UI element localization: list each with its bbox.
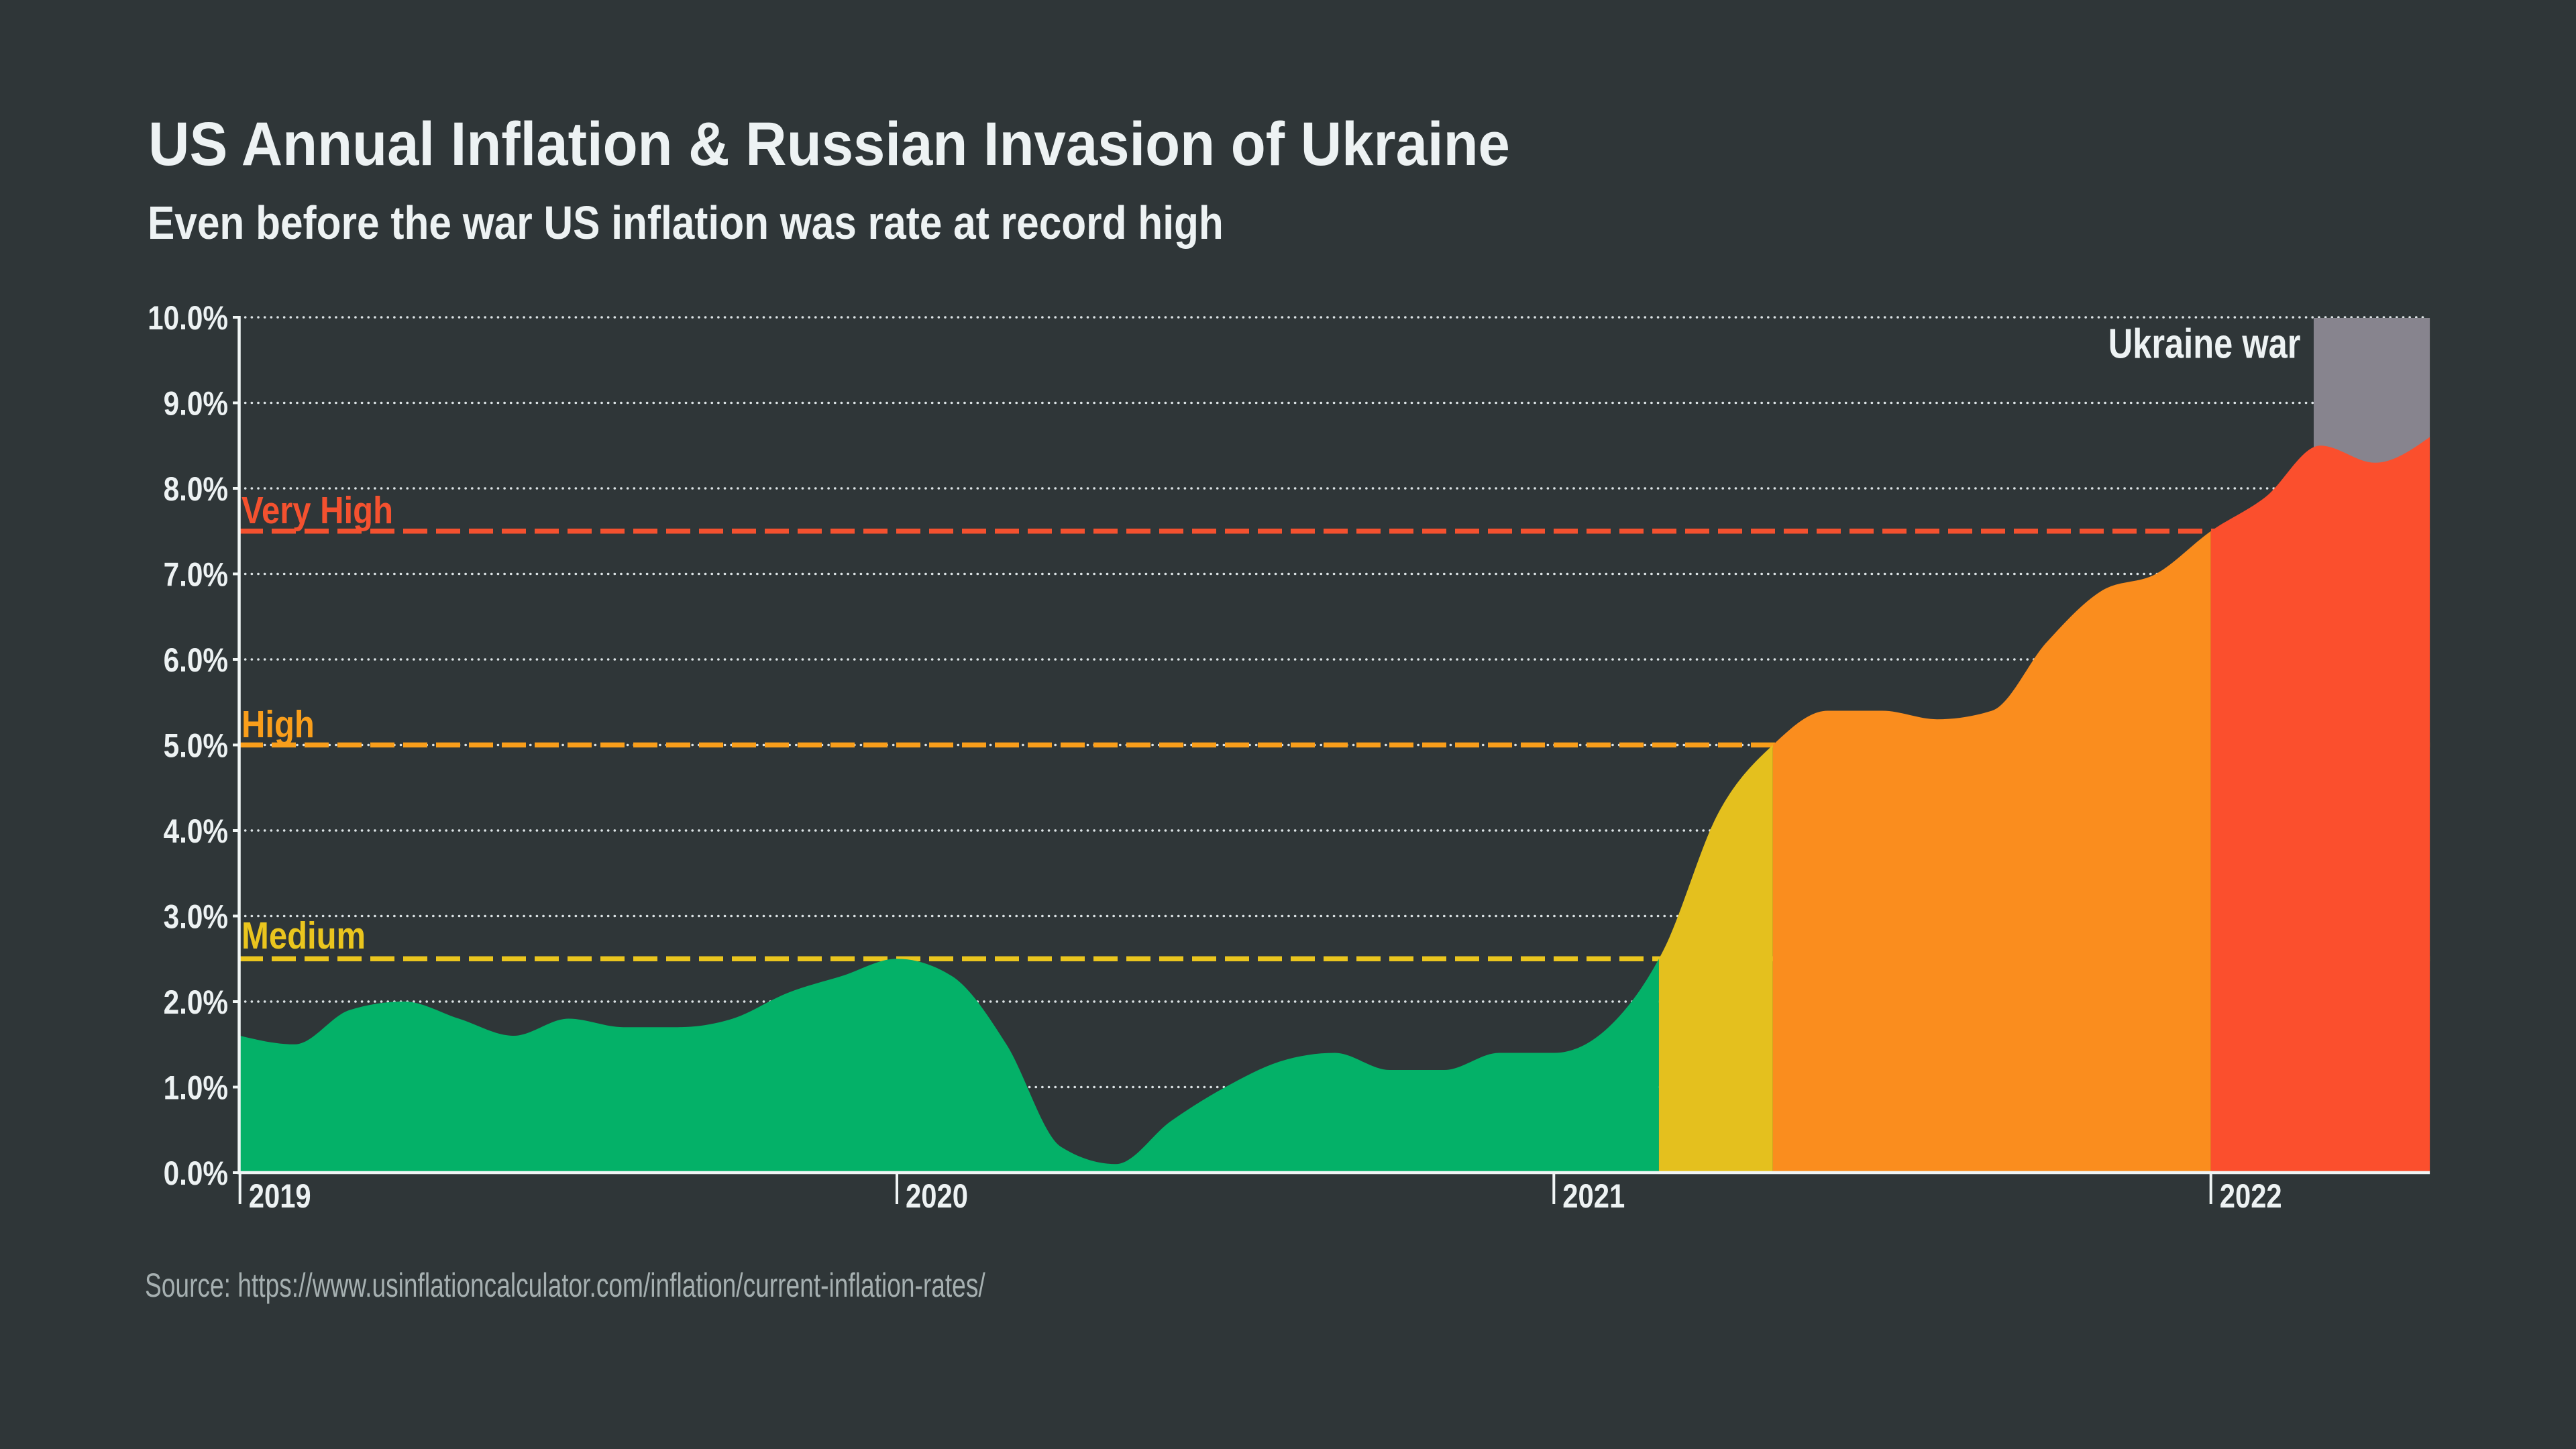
svg-text:8.0%: 8.0% [164,470,228,508]
svg-text:6.0%: 6.0% [164,641,228,679]
svg-text:3.0%: 3.0% [164,898,228,935]
svg-text:Ukraine war: Ukraine war [2108,320,2301,366]
svg-text:2020: 2020 [906,1177,968,1214]
svg-text:7.0%: 7.0% [164,555,228,593]
svg-text:10.0%: 10.0% [148,299,228,337]
svg-text:0.0%: 0.0% [164,1155,228,1192]
svg-text:Very High: Very High [241,489,393,531]
svg-text:1.0%: 1.0% [164,1069,228,1106]
svg-text:9.0%: 9.0% [164,384,228,422]
svg-text:Even before the war US inflati: Even before the war US inflation was rat… [148,197,1224,249]
svg-text:2019: 2019 [249,1177,311,1214]
svg-text:Source: https://www.usinflatio: Source: https://www.usinflationcalculato… [145,1267,985,1305]
svg-text:High: High [241,704,315,746]
svg-text:Medium: Medium [241,915,366,957]
svg-text:US Annual Inflation & Russian: US Annual Inflation & Russian Invasion o… [148,109,1510,178]
svg-text:2.0%: 2.0% [164,983,228,1021]
svg-text:4.0%: 4.0% [164,812,228,850]
svg-text:2022: 2022 [2220,1177,2282,1214]
svg-text:5.0%: 5.0% [164,727,228,764]
svg-text:2021: 2021 [1562,1177,1625,1214]
